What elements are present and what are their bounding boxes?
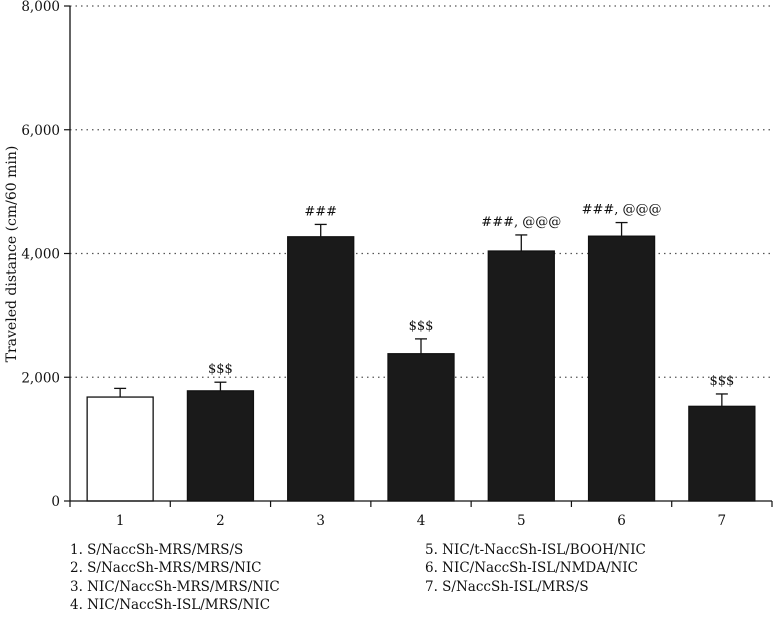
bar [186, 390, 255, 502]
y-tick-label: 0 [51, 494, 60, 510]
legend-entry: 5. NIC/t-NaccSh-ISL/BOOH/NIC [425, 542, 646, 558]
x-tick-label: 3 [316, 513, 325, 529]
y-tick-label: 2,000 [21, 370, 60, 386]
legend-entry: 4. NIC/NaccSh-ISL/MRS/NIC [70, 596, 271, 613]
error-bars [114, 221, 728, 407]
bar-annotation: ###, @@@ [582, 203, 662, 218]
y-tick-label: 6,000 [21, 123, 60, 139]
legend-right: 5. NIC/t-NaccSh-ISL/BOOH/NIC 6. NIC/Nacc… [425, 541, 646, 596]
legend-entry: 6. NIC/NaccSh-ISL/NMDA/NIC [425, 560, 639, 577]
x-tick-label: 4 [417, 513, 426, 529]
bar [287, 236, 355, 502]
x-tick-label: 7 [718, 513, 727, 529]
bar [587, 235, 656, 502]
legend-left: 1. S/NaccSh-MRS/MRS/S 2. S/NaccSh-MRS/MR… [70, 541, 280, 614]
x-tick-label: 2 [216, 513, 225, 529]
bar [688, 405, 756, 502]
bar-annotation: ###, @@@ [481, 215, 561, 230]
y-axis-ticks: 0 2,000 4,000 6,000 8,000 [21, 0, 70, 510]
legend-entry: 7. S/NaccSh-ISL/MRS/S [425, 578, 589, 595]
bars [86, 235, 756, 502]
x-tick-label: 6 [617, 513, 626, 529]
x-tick-label: 1 [116, 513, 125, 529]
bar [387, 353, 455, 502]
bar-annotation: ### [304, 204, 337, 219]
legend-entry: 3. NIC/NaccSh-MRS/MRS/NIC [70, 578, 280, 595]
y-tick-label: 8,000 [21, 0, 60, 15]
bar-annotation: $$$ [409, 319, 434, 334]
bar [487, 250, 555, 502]
bar-annotations: $$$ ### $$$ ###, @@@ ###, @@@ $$$ [208, 203, 734, 389]
gridlines [70, 5, 772, 378]
bar [86, 396, 154, 502]
bar-annotation: $$$ [208, 362, 233, 377]
x-tick-label: 5 [517, 513, 526, 529]
legend-entry: 1. S/NaccSh-MRS/MRS/S [70, 542, 244, 558]
bar-chart: $$$ ### $$$ ###, @@@ ###, @@@ $$$ 0 2,000 4,000… [4, 0, 773, 529]
legend-entry: 2. S/NaccSh-MRS/MRS/NIC [70, 560, 262, 577]
y-tick-label: 4,000 [21, 247, 60, 263]
y-axis-label: Traveled distance (cm/60 min) [4, 146, 20, 363]
bar-annotation: $$$ [709, 374, 734, 389]
x-axis-ticks: 1 2 3 4 5 6 7 [69, 501, 773, 529]
